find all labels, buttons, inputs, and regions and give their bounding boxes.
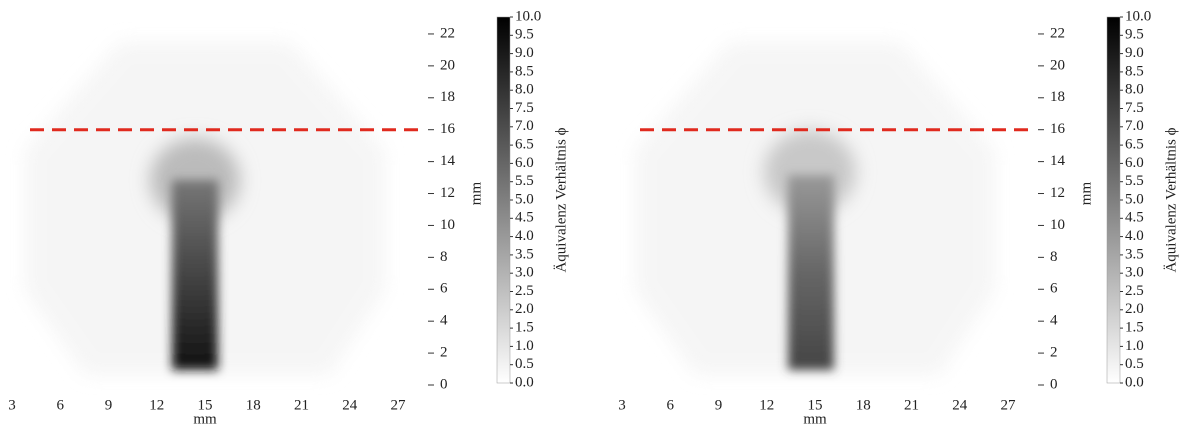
y-tick-label: 20 — [440, 57, 455, 73]
colorbar-tick-label: 6.0 — [515, 155, 534, 171]
colorbar-tick-label: 7.5 — [515, 100, 534, 116]
y-tick-label: 6 — [440, 281, 448, 297]
colorbar-tick-label: 10.0 — [1125, 8, 1151, 24]
x-tick-label: 12 — [759, 397, 774, 413]
y-tick-label: 4 — [1050, 313, 1058, 329]
colorbar-tick-label: 9.5 — [515, 27, 534, 43]
colorbar-tick-label: 0.0 — [1125, 374, 1144, 390]
colorbar-tick-label: 7.0 — [515, 118, 534, 134]
colorbar — [1107, 17, 1120, 383]
field-image — [635, 42, 995, 375]
x-tick-label: 27 — [390, 397, 406, 413]
y-tick-label: 0 — [440, 376, 448, 392]
x-tick-label: 3 — [8, 397, 16, 413]
x-tick-label: 6 — [667, 397, 675, 413]
y-axis-label: mm — [1078, 182, 1094, 206]
colorbar-tick-label: 1.5 — [515, 320, 534, 336]
colorbar-tick-label: 2.0 — [515, 301, 534, 317]
colorbar-tick-label: 1.0 — [1125, 338, 1144, 354]
colorbar-tick-label: 8.0 — [1125, 82, 1144, 98]
colorbar-tick-label: 6.0 — [1125, 155, 1144, 171]
y-tick-label: 16 — [1050, 121, 1066, 137]
colorbar-tick-label: 5.0 — [1125, 191, 1144, 207]
colorbar-tick-label: 4.5 — [515, 210, 534, 226]
colorbar-tick-label: 3.5 — [515, 246, 534, 262]
colorbar-tick-label: 0.0 — [515, 374, 534, 390]
y-tick-label: 6 — [1050, 281, 1058, 297]
colorbar-tick-label: 3.0 — [1125, 265, 1144, 281]
colorbar-tick-label: 6.5 — [1125, 137, 1144, 153]
x-tick-label: 18 — [246, 397, 261, 413]
x-tick-label: 9 — [105, 397, 113, 413]
colorbar-tick-label: 2.0 — [1125, 301, 1144, 317]
colorbar-tick-label: 8.0 — [515, 82, 534, 98]
y-tick-label: 2 — [1050, 345, 1058, 361]
colorbar-tick-label: 4.0 — [1125, 228, 1144, 244]
y-axis-label: mm — [468, 182, 484, 206]
colorbar-tick-label: 9.0 — [515, 45, 534, 61]
figure: 369121518212427mm0246810121416182022mm0.… — [0, 0, 1179, 427]
colorbar-tick-label: 3.5 — [1125, 246, 1144, 262]
x-tick-label: 12 — [149, 397, 164, 413]
x-tick-label: 18 — [856, 397, 871, 413]
y-tick-label: 0 — [1050, 376, 1058, 392]
y-tick-label: 8 — [440, 249, 448, 265]
y-tick-label: 8 — [1050, 249, 1058, 265]
y-tick-label: 22 — [1050, 25, 1065, 41]
colorbar-tick-label: 2.5 — [515, 283, 534, 299]
x-tick-label: 3 — [618, 397, 626, 413]
colorbar-tick-label: 7.0 — [1125, 118, 1144, 134]
colorbar — [497, 17, 510, 383]
colorbar-tick-label: 5.5 — [1125, 173, 1144, 189]
page: 369121518212427mm0246810121416182022mm0.… — [0, 0, 1179, 427]
colorbar-label: Äquivalenz Verhältnis ϕ — [1162, 127, 1179, 272]
colorbar-tick-label: 3.0 — [515, 265, 534, 281]
colorbar-tick-label: 4.5 — [1125, 210, 1144, 226]
y-tick-label: 4 — [440, 313, 448, 329]
x-tick-label: 6 — [57, 397, 65, 413]
field-image — [25, 42, 385, 375]
x-tick-label: 21 — [294, 397, 309, 413]
y-tick-label: 18 — [440, 89, 455, 105]
colorbar-tick-label: 8.5 — [515, 63, 534, 79]
colorbar-tick-label: 2.5 — [1125, 283, 1144, 299]
y-tick-label: 10 — [440, 217, 455, 233]
colorbar-label: Äquivalenz Verhältnis ϕ — [552, 127, 569, 272]
colorbar-tick-label: 5.0 — [515, 191, 534, 207]
colorbar-tick-label: 0.5 — [1125, 356, 1144, 372]
colorbar-tick-label: 5.5 — [515, 173, 534, 189]
y-tick-label: 14 — [1050, 153, 1066, 169]
x-tick-label: 24 — [342, 397, 358, 413]
y-tick-label: 22 — [440, 25, 455, 41]
y-tick-label: 10 — [1050, 217, 1065, 233]
colorbar-tick-label: 9.5 — [1125, 27, 1144, 43]
y-tick-label: 16 — [440, 121, 456, 137]
x-tick-label: 9 — [715, 397, 723, 413]
x-tick-label: 21 — [904, 397, 919, 413]
x-axis-label: mm — [803, 411, 827, 427]
y-tick-label: 14 — [440, 153, 456, 169]
colorbar-tick-label: 0.5 — [515, 356, 534, 372]
x-axis-label: mm — [193, 411, 217, 427]
x-tick-label: 27 — [1000, 397, 1016, 413]
colorbar-tick-label: 4.0 — [515, 228, 534, 244]
colorbar-tick-label: 7.5 — [1125, 100, 1144, 116]
x-tick-label: 24 — [952, 397, 968, 413]
y-tick-label: 18 — [1050, 89, 1065, 105]
y-tick-label: 12 — [440, 185, 455, 201]
colorbar-tick-label: 6.5 — [515, 137, 534, 153]
colorbar-tick-label: 9.0 — [1125, 45, 1144, 61]
colorbar-tick-label: 10.0 — [515, 8, 541, 24]
colorbar-tick-label: 8.5 — [1125, 63, 1144, 79]
colorbar-tick-label: 1.0 — [515, 338, 534, 354]
y-tick-label: 2 — [440, 345, 448, 361]
y-tick-label: 12 — [1050, 185, 1065, 201]
y-tick-label: 20 — [1050, 57, 1065, 73]
colorbar-tick-label: 1.5 — [1125, 320, 1144, 336]
